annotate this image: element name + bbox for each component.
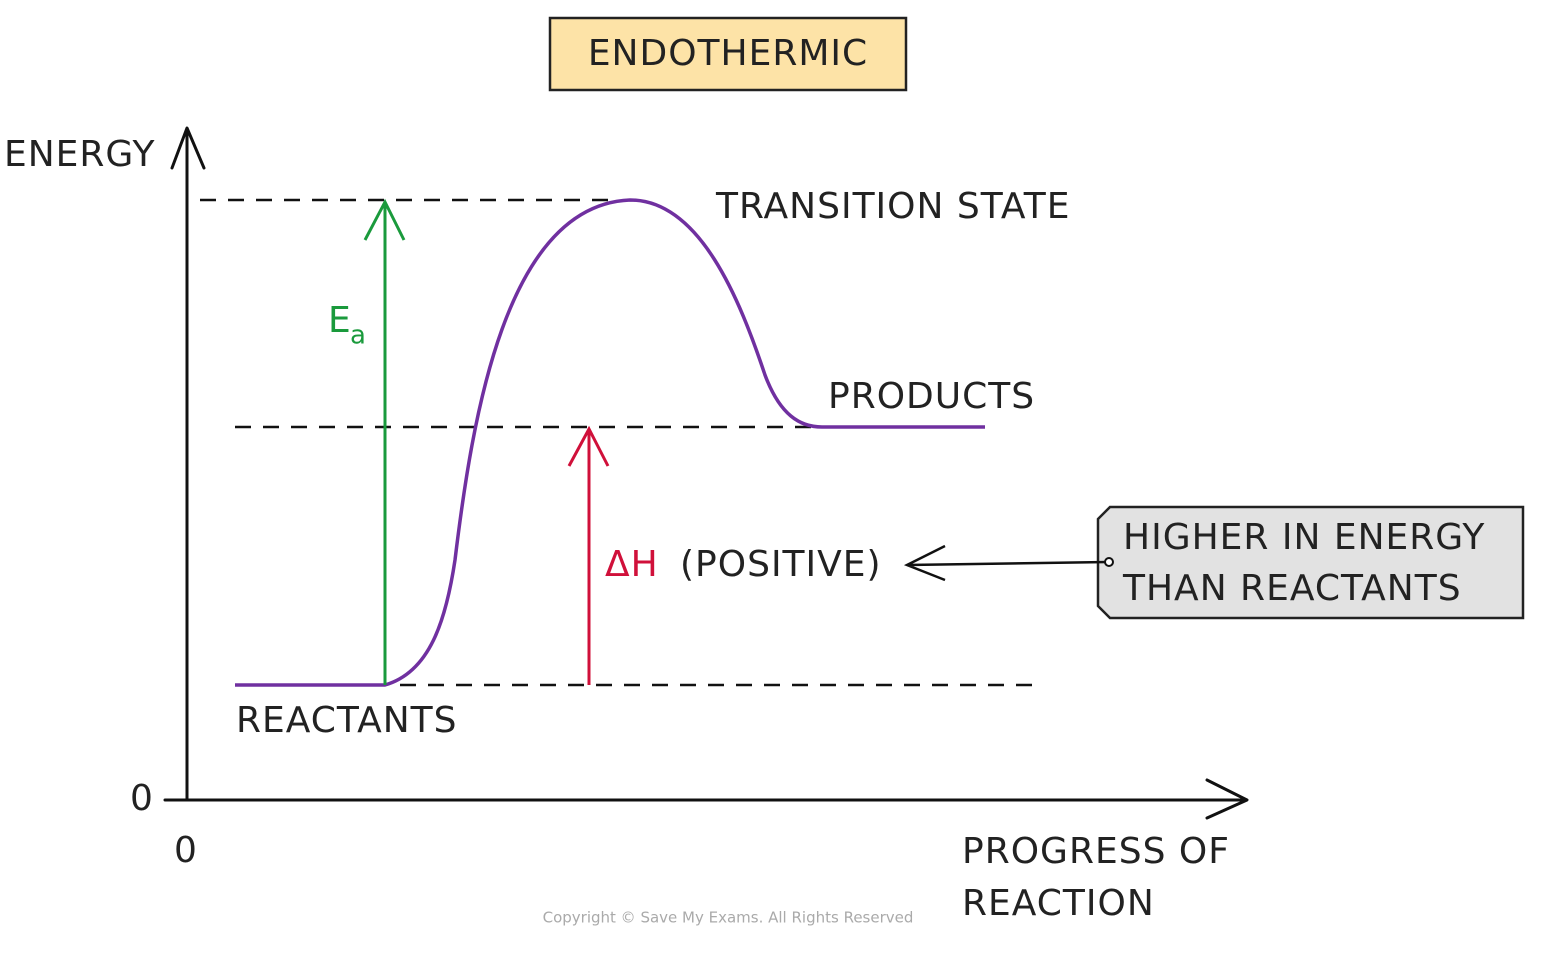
energy-curve bbox=[235, 198, 985, 687]
x-axis-label: PROGRESS OF bbox=[962, 831, 1230, 872]
activation-subscript: a bbox=[350, 321, 367, 351]
x-axis-label: REACTION bbox=[962, 883, 1155, 924]
title-box bbox=[548, 16, 908, 92]
reactants-label: REACTANTS bbox=[236, 700, 457, 741]
enthalpy-arrow bbox=[567, 425, 610, 685]
y-origin: 0 bbox=[130, 778, 154, 819]
transition-state-label: TRANSITION STATE bbox=[715, 186, 1071, 227]
enthalpy-note: (POSITIVE) bbox=[680, 544, 882, 585]
callout-arrow bbox=[903, 544, 1109, 582]
activation-symbol: E bbox=[328, 300, 352, 341]
y-axis bbox=[170, 126, 206, 802]
copyright: Copyright © Save My Exams. All Rights Re… bbox=[543, 909, 914, 927]
callout-text: THAN REACTANTS bbox=[1122, 568, 1462, 609]
callout-box bbox=[1096, 505, 1525, 620]
x-origin: 0 bbox=[174, 830, 198, 871]
title: ENDOTHERMIC bbox=[588, 33, 868, 74]
activation-arrow bbox=[363, 198, 406, 685]
products-label: PRODUCTS bbox=[828, 376, 1035, 417]
enthalpy-symbol: ΔH bbox=[605, 544, 659, 585]
y-axis-label: ENERGY bbox=[4, 134, 156, 175]
x-axis bbox=[163, 778, 1249, 820]
callout-text: HIGHER IN ENERGY bbox=[1123, 517, 1485, 558]
callout-pin bbox=[1104, 557, 1114, 567]
